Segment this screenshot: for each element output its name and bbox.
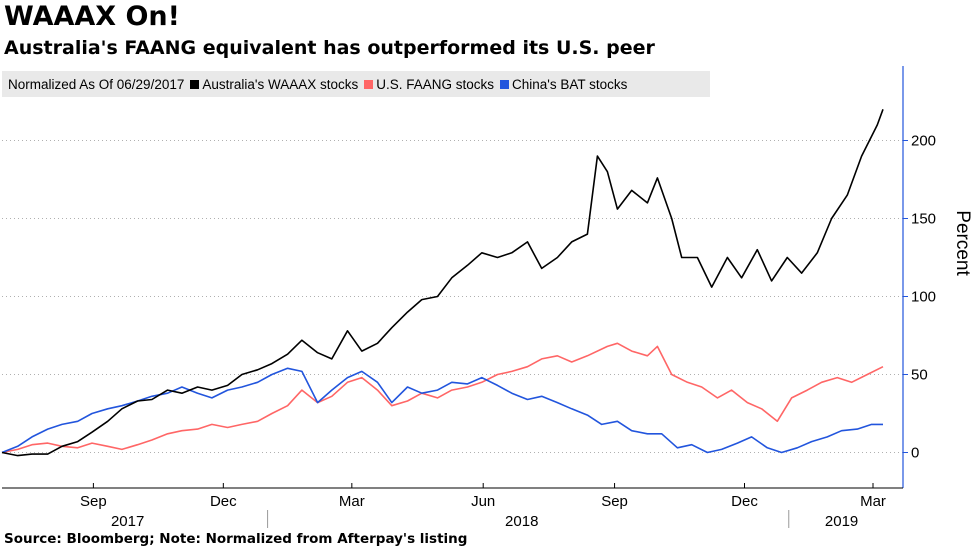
y-tick-label: 200 <box>911 133 936 150</box>
legend-item-bat: China's BAT stocks <box>500 77 627 92</box>
legend-swatch-faang <box>364 79 374 89</box>
legend-swatch-waaax <box>190 79 200 89</box>
x-tick-label: Dec <box>210 493 237 510</box>
legend: Normalized As Of 06/29/2017 Australia's … <box>2 71 710 97</box>
legend-note: Normalized As Of 06/29/2017 <box>8 76 185 92</box>
series-line-bat <box>1 367 883 454</box>
year-label: 2019 <box>825 513 858 530</box>
series-line-waaax <box>1 109 884 457</box>
x-tick-label: Mar <box>339 493 365 510</box>
source-note: Source: Bloomberg; Note: Normalized from… <box>4 531 468 547</box>
y-tick-label: 150 <box>911 211 936 228</box>
x-tick-label: Sep <box>80 493 107 510</box>
legend-item-faang: U.S. FAANG stocks <box>364 77 494 92</box>
x-tick-label: Sep <box>601 493 628 510</box>
series-line-faang <box>1 342 884 454</box>
y-tick-label: 100 <box>911 289 936 306</box>
y-tick-label: 50 <box>911 367 928 384</box>
chart-subtitle: Australia's FAANG equivalent has outperf… <box>4 37 655 59</box>
chart-title: WAAAX On! <box>4 1 180 32</box>
year-label: 2018 <box>505 513 538 530</box>
y-tick-label: 0 <box>911 445 919 462</box>
line-chart: 0 50 100 150 200 Percent Sep Dec Mar Jun Sep Dec Mar… <box>1 66 973 530</box>
y-axis-title: Percent <box>952 210 973 276</box>
x-tick-label: Mar <box>860 493 886 510</box>
x-tick-label: Jun <box>471 493 495 510</box>
legend-item-waaax: Australia's WAAAX stocks <box>190 77 358 92</box>
legend-label-waaax: Australia's WAAAX stocks <box>202 76 359 92</box>
legend-label-bat: China's BAT stocks <box>512 76 628 92</box>
x-tick-label: Dec <box>731 493 758 510</box>
legend-label-faang: U.S. FAANG stocks <box>376 76 495 92</box>
legend-swatch-bat <box>500 79 510 89</box>
year-label: 2017 <box>111 513 144 530</box>
